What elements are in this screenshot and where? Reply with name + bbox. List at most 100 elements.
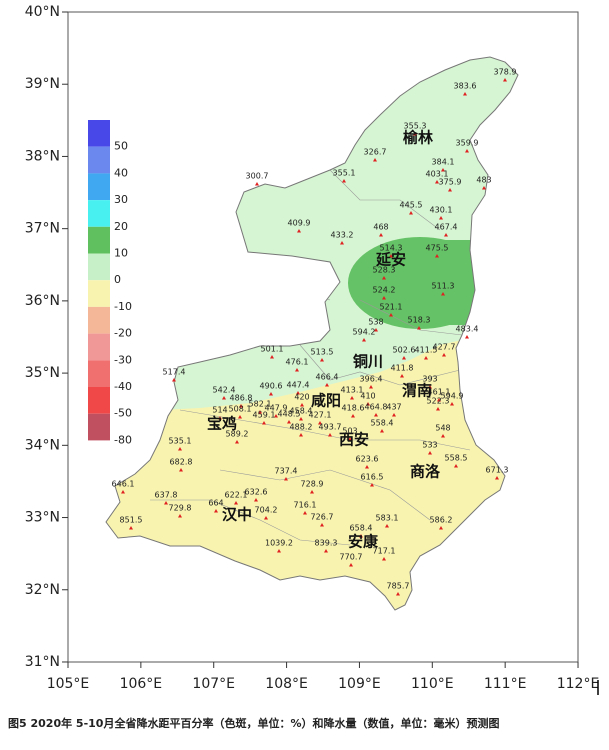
station-value: 409.9 xyxy=(288,219,311,228)
station-value: 393 xyxy=(422,375,437,384)
station-marker xyxy=(450,402,454,406)
station-marker xyxy=(218,416,222,420)
station-marker xyxy=(463,92,467,96)
city-name: 铜川 xyxy=(353,353,383,371)
station-value: 616.5 xyxy=(361,473,384,482)
station-value: 548 xyxy=(435,424,450,433)
station-marker xyxy=(324,549,328,553)
legend-swatch xyxy=(88,120,110,147)
station-value: 468 xyxy=(373,223,388,232)
legend-label: 20 xyxy=(114,220,128,233)
station-marker xyxy=(318,421,322,425)
station-marker xyxy=(380,429,384,433)
station-value: 503 xyxy=(342,427,357,436)
station-marker xyxy=(264,516,268,520)
station-marker xyxy=(287,420,291,424)
station-value: 582.1 xyxy=(249,400,272,409)
station-value: 558.4 xyxy=(371,419,394,428)
legend-swatch xyxy=(88,413,110,441)
station-value: 583.1 xyxy=(376,514,399,523)
district-boundary xyxy=(329,169,441,231)
x-tick-label: 108°E xyxy=(265,676,308,692)
y-tick-label: 36°N xyxy=(25,293,60,309)
station-marker xyxy=(214,509,218,513)
province-outline xyxy=(105,56,519,611)
x-tick-label: 105°E xyxy=(47,676,90,692)
station-marker xyxy=(382,296,386,300)
station-marker xyxy=(284,477,288,481)
station-marker xyxy=(320,523,324,527)
station-marker xyxy=(296,391,300,395)
station-marker xyxy=(495,476,499,480)
legend-swatch xyxy=(88,226,110,254)
station-marker xyxy=(382,276,386,280)
station-value: 632.6 xyxy=(245,488,268,497)
station-value: 518.3 xyxy=(408,316,431,325)
station-value: 737.4 xyxy=(275,467,298,476)
station-value: 403.1 xyxy=(426,170,449,179)
station-value: 464.8 xyxy=(365,403,388,412)
station-value: 447.4 xyxy=(287,381,310,390)
x-tick-label: 111°E xyxy=(484,676,527,692)
station-marker xyxy=(299,417,303,421)
station-marker xyxy=(441,292,445,296)
legend-label: -30 xyxy=(114,353,132,366)
legend-label: 0 xyxy=(114,273,121,286)
station-value: 467.4 xyxy=(435,223,458,232)
station-marker xyxy=(439,526,443,530)
station-value: 542.4 xyxy=(213,386,236,395)
station-value: 1039.2 xyxy=(265,539,293,548)
station-marker xyxy=(482,186,486,190)
station-value: 522.3 xyxy=(427,397,450,406)
station-value: 717.1 xyxy=(373,547,396,556)
station-value: 458.4 xyxy=(290,407,313,416)
station-marker xyxy=(295,368,299,372)
station-value: 528.3 xyxy=(373,266,396,275)
station-value: 664 xyxy=(208,499,223,508)
legend-swatch xyxy=(88,253,110,281)
station-marker xyxy=(303,511,307,515)
station-value: 411.5 xyxy=(415,346,438,355)
station-value: 521.1 xyxy=(380,303,403,312)
legend-swatch xyxy=(88,146,110,174)
station-value: 359.9 xyxy=(456,139,479,148)
station-marker xyxy=(402,356,406,360)
station-value: 513.5 xyxy=(311,348,334,357)
legend-label: -10 xyxy=(114,300,132,313)
station-value: 466.4 xyxy=(316,373,339,382)
station-marker xyxy=(374,328,378,332)
legend-swatch xyxy=(88,387,110,414)
x-tick-label: 107°E xyxy=(192,676,235,692)
station-value: 646.1 xyxy=(112,480,135,489)
station-value: 514 xyxy=(212,406,227,415)
labels: 105°E 106°E 107°E 108°E 109°E 110°E 111°E 112°E… xyxy=(25,4,600,692)
station-marker xyxy=(299,433,303,437)
station-value: 508.1 xyxy=(229,405,252,414)
station-value: 490.6 xyxy=(260,382,283,391)
station-marker xyxy=(359,534,363,538)
x-tick-label: 106°E xyxy=(120,676,163,692)
station-marker xyxy=(379,233,383,237)
station-marker xyxy=(269,392,273,396)
station-value: 427.7 xyxy=(433,343,456,352)
station-marker xyxy=(164,501,168,505)
city-name: 汉中 xyxy=(222,506,252,524)
station-value: 476.1 xyxy=(286,358,309,367)
station-value: 411.8 xyxy=(391,364,414,373)
station-marker xyxy=(370,483,374,487)
station-marker xyxy=(392,413,396,417)
station-value: 418.6 xyxy=(342,404,365,413)
station-marker xyxy=(465,335,469,339)
station-value: 671.3 xyxy=(486,466,509,475)
city-name: 安康 xyxy=(348,533,379,551)
station-value: 682.8 xyxy=(170,458,193,467)
district-boundary xyxy=(299,344,461,386)
station-value: 514.3 xyxy=(380,244,403,253)
city-name: 榆林 xyxy=(403,129,434,147)
station-value: 704.2 xyxy=(255,506,278,515)
district-boundary xyxy=(359,299,463,336)
legend-swatch xyxy=(88,360,110,387)
station-value: 594.9 xyxy=(441,392,464,401)
station-marker xyxy=(349,563,353,567)
